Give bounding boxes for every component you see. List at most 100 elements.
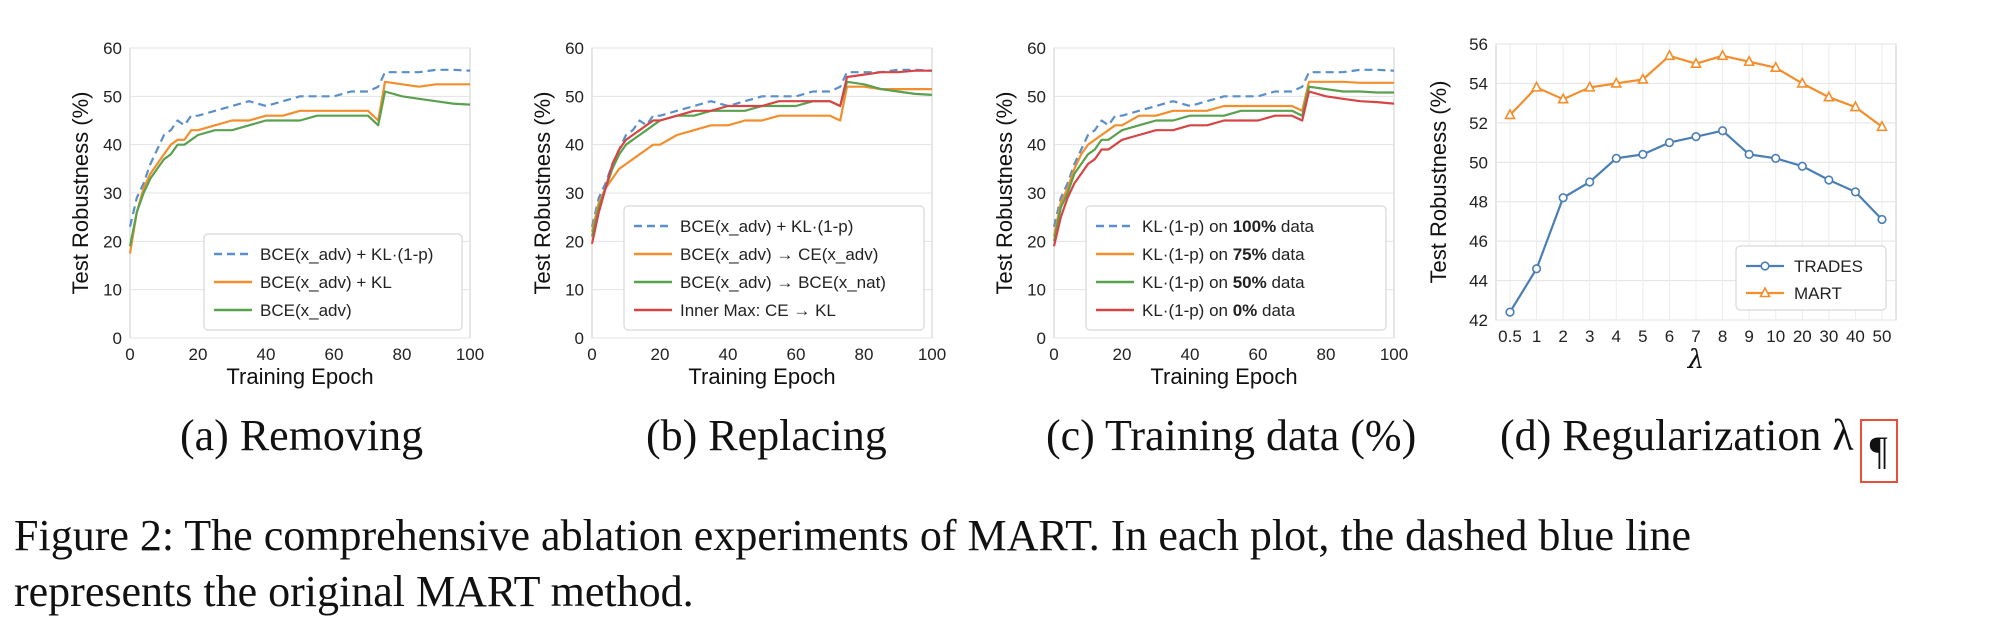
y-tick-label: 60 (1027, 39, 1046, 58)
caption-line-1: Figure 2: The comprehensive ablation exp… (14, 511, 1692, 560)
series-line-0 (590, 68, 933, 228)
data-point (1585, 177, 1595, 187)
x-axis-label: Training Epoch (226, 364, 373, 389)
y-tick-label: 40 (1027, 136, 1046, 155)
pilcrow-mark[interactable]: ¶ (1859, 419, 1898, 483)
data-point (1691, 132, 1701, 142)
x-tick-label: 60 (325, 345, 344, 364)
legend-box (203, 233, 463, 331)
y-tick-label: 56 (1469, 35, 1488, 54)
legend-label-1: KL·(1-p) on 75% data (1142, 245, 1305, 264)
y-tick-label: 10 (103, 281, 122, 300)
y-tick-label: 52 (1469, 114, 1488, 133)
y-tick-label: 50 (1469, 153, 1488, 172)
x-tick-label: 6 (1665, 327, 1674, 346)
data-point (1558, 193, 1568, 203)
y-tick-label: 42 (1469, 311, 1488, 330)
legend-marker-0 (1760, 261, 1770, 271)
y-tick-label: 60 (103, 39, 122, 58)
data-point (1771, 153, 1781, 163)
x-tick-label: 30 (1819, 327, 1838, 346)
y-axis-label: Test Robustness (%) (68, 92, 93, 295)
data-point (1664, 137, 1675, 148)
data-point (1824, 175, 1834, 185)
data-point (1637, 72, 1649, 84)
legend-box (623, 205, 925, 331)
series-line-0 (128, 68, 471, 228)
y-axis-label: Test Robustness (%) (530, 92, 555, 295)
y-tick-label: 44 (1469, 272, 1488, 291)
chart-replacing: 0 10 20 30 40 50 60 0 20 40 60 80 100 Training Epoch T… (530, 39, 946, 389)
x-tick-label: 80 (855, 345, 874, 364)
data-point (1876, 120, 1888, 132)
y-tick-label: 46 (1469, 232, 1488, 251)
legend-label-1: MART (1794, 284, 1842, 303)
data-point (1531, 264, 1542, 274)
x-tick-label: 5 (1638, 327, 1647, 346)
data-point (1610, 76, 1623, 88)
legend-box (1085, 205, 1387, 331)
series-line-2 (128, 90, 471, 247)
series-line-1 (590, 85, 932, 232)
x-axis-label: Training Epoch (688, 364, 835, 389)
figure-caption: Figure 2: The comprehensive ablation exp… (14, 508, 1989, 620)
y-tick-label: 20 (1027, 232, 1046, 251)
legend-label-0: KL·(1-p) on 100% data (1142, 217, 1315, 236)
series-line-0 (1052, 68, 1395, 228)
x-tick-label: 60 (1249, 345, 1268, 364)
x-tick-label: 60 (787, 345, 806, 364)
subcaption-d-wrap: (d) Regularization λ ¶ (1500, 410, 1898, 483)
data-point (1663, 49, 1676, 61)
y-tick-label: 48 (1469, 193, 1488, 212)
data-point (1744, 149, 1754, 159)
data-point (1743, 55, 1755, 67)
y-tick-label: 0 (575, 329, 584, 348)
series-line-1 (1052, 80, 1394, 237)
x-tick-label: 0 (125, 345, 134, 364)
x-tick-label: 40 (1846, 327, 1865, 346)
series-line-3 (1052, 90, 1395, 247)
x-tick-label: 8 (1718, 327, 1727, 346)
legend-label-3: Inner Max: CE → KL (680, 301, 836, 320)
x-tick-label: 40 (257, 345, 276, 364)
series-line-2 (1052, 85, 1394, 242)
legend-label-0: BCE(x_adv) + KL·(1-p) (680, 217, 853, 236)
y-axis-label: Test Robustness (%) (1426, 81, 1451, 284)
x-tick-label: 2 (1558, 327, 1567, 346)
data-point (1717, 126, 1728, 136)
x-tick-label: 50 (1873, 327, 1892, 346)
data-point (1797, 161, 1807, 171)
x-tick-label: 20 (651, 345, 670, 364)
x-tick-label: 20 (1793, 327, 1812, 346)
x-tick-label: 4 (1612, 327, 1621, 346)
legend-label-1: BCE(x_adv) → CE(x_adv) (680, 245, 878, 264)
data-point (1796, 76, 1809, 88)
x-tick-label: 0.5 (1498, 327, 1522, 346)
legend-label-2: BCE(x_adv) (260, 301, 352, 320)
y-tick-label: 40 (565, 136, 584, 155)
x-tick-label: 9 (1744, 327, 1753, 346)
data-point (1557, 92, 1569, 104)
subcaption-a: (a) Removing (180, 411, 424, 460)
y-tick-label: 50 (565, 87, 584, 106)
x-tick-label: 0 (587, 345, 596, 364)
x-tick-label: 100 (456, 345, 484, 364)
legend-marker-1 (1759, 286, 1771, 298)
series-line-1 (128, 80, 470, 254)
x-axis-label: Training Epoch (1150, 364, 1297, 389)
y-tick-label: 20 (103, 232, 122, 251)
data-point (1611, 153, 1621, 163)
subcaption-c: (c) Training data (%) (1046, 411, 1417, 460)
subcaption-d: (d) Regularization λ (1500, 411, 1854, 460)
chart-removing: 0 10 20 30 40 50 60 0 20 40 60 80 100 Training Epoch T… (68, 39, 484, 389)
data-point (1823, 90, 1835, 102)
x-tick-label: 1 (1532, 327, 1541, 346)
y-tick-label: 30 (1027, 184, 1046, 203)
x-tick-label: 40 (1181, 345, 1200, 364)
legend-label-3: KL·(1-p) on 0% data (1142, 301, 1296, 320)
data-point (1530, 80, 1543, 92)
y-tick-label: 0 (113, 329, 122, 348)
y-tick-label: 54 (1469, 74, 1488, 93)
y-tick-label: 0 (1037, 329, 1046, 348)
